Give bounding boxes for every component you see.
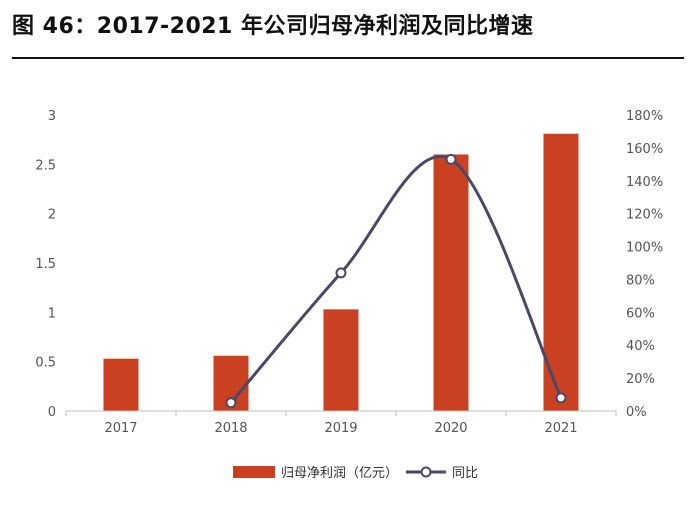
bar [323,309,359,411]
right-axis-ticks: 0% 20% 40% 60% 80% 100% 120% 140% 160% 180% [626,109,663,420]
bar [433,154,469,411]
x-tick-label: 2021 [544,421,577,436]
legend-line-marker [420,466,432,478]
line-point [335,267,347,279]
left-tick-label: 3 [48,109,56,124]
bar-series [103,133,579,411]
right-tick-label: 140% [626,175,663,190]
x-tick-label: 2018 [214,421,247,436]
legend-bar-label: 归母净利润（亿元） [281,466,398,481]
right-tick-label: 80% [626,273,655,288]
chart-title: 图 46：2017-2021 年公司归母净利润及同比增速 [12,14,534,39]
right-tick-label: 180% [626,109,663,124]
x-tick-label: 2019 [324,421,357,436]
left-axis-ticks: 0 0.5 1 1.5 2 2.5 3 [35,109,56,420]
left-tick-label: 2.5 [35,158,56,173]
legend: 归母净利润（亿元） 同比 [233,466,478,481]
legend-bar-swatch [233,466,275,478]
left-tick-label: 1 [48,306,56,321]
line-point [555,392,567,404]
bar [103,358,139,411]
line-point [225,397,237,409]
right-tick-label: 40% [626,339,655,354]
right-tick-label: 120% [626,208,663,223]
line-point [445,153,457,165]
line-series [225,153,567,409]
x-axis-ticks: 2017 2018 2019 2020 2021 [65,411,617,436]
series-line [229,155,563,404]
right-tick-label: 0% [626,405,647,420]
left-tick-label: 0 [48,405,56,420]
left-tick-label: 1.5 [35,257,56,272]
left-tick-label: 0.5 [35,356,56,371]
title-divider [12,57,684,59]
x-tick-label: 2020 [434,421,467,436]
right-tick-label: 20% [626,372,655,387]
right-tick-label: 60% [626,306,655,321]
x-tick-label: 2017 [104,421,137,436]
legend-line-label: 同比 [452,466,478,481]
left-tick-label: 2 [48,208,56,223]
right-tick-label: 100% [626,241,663,256]
right-tick-label: 160% [626,142,663,157]
